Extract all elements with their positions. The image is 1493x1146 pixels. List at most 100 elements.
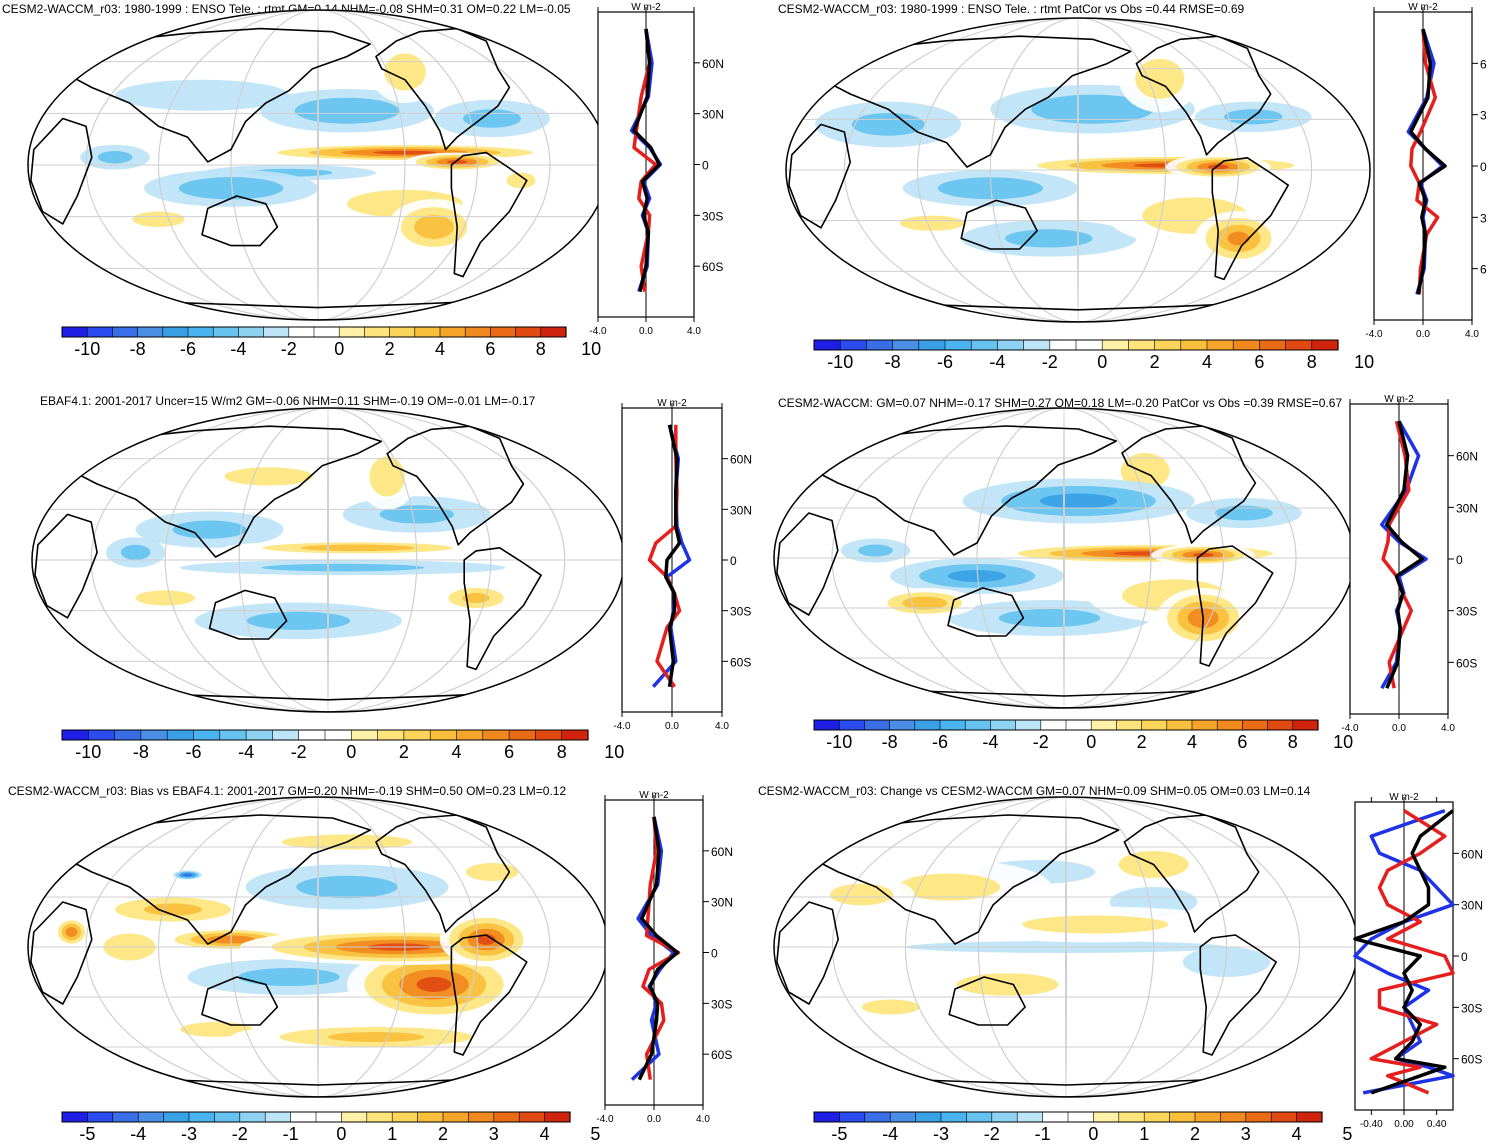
colorbar-swatch: [493, 1111, 520, 1123]
zonal-mean-plot: 60N 30N 0 30S 60S -4.0 0.0 4.0 W m-2: [613, 398, 752, 732]
zonal-lat-label: 0: [711, 947, 718, 961]
anomaly-region: [861, 999, 920, 1015]
longitude-gridline: [158, 797, 478, 1097]
colorbar-swatch: [313, 326, 340, 338]
colorbar: -10 -8 -6 -4 -2 0 2 4 6 8 10: [813, 339, 1374, 372]
zonal-value-label: 0.0: [665, 721, 679, 732]
colorbar-label: -6: [932, 732, 948, 752]
colorbar-swatch: [1259, 339, 1287, 351]
colorbar-swatch: [468, 1111, 495, 1123]
colorbar-label: 0: [346, 742, 356, 762]
coastline: [1281, 29, 1330, 65]
zonal-lat-label: 6: [1480, 263, 1487, 277]
colorbar-swatch: [991, 1111, 1018, 1123]
map-panel-4: [773, 407, 1355, 709]
colorbar-swatch: [137, 1111, 165, 1123]
colorbar-label: -1: [1035, 1124, 1051, 1144]
zonal-mean-plot: 60N 30N 0 30S 60S -0.40 0.00 0.40 W m-2: [1353, 792, 1483, 1130]
longitude-gridline: [230, 10, 406, 320]
zonal-value-label: 0.0: [647, 1114, 661, 1125]
colorbar-label: 0: [1086, 732, 1096, 752]
colorbar-swatch: [561, 729, 589, 741]
colorbar-label: 8: [557, 742, 567, 762]
anomaly-region: [224, 467, 314, 486]
colorbar-label: -2: [281, 339, 297, 359]
colorbar-label: 10: [1333, 732, 1353, 752]
colorbar-swatch: [193, 729, 221, 741]
colorbar-swatch: [1169, 1111, 1196, 1123]
colorbar-swatch: [1220, 1111, 1247, 1123]
coastline: [30, 901, 93, 1005]
coastline: [776, 901, 840, 1005]
zonal-value-label: -4.0: [1365, 329, 1383, 340]
zonal-lat-label: 30N: [711, 896, 733, 910]
zonal-lat-label: 30S: [1461, 1001, 1482, 1015]
colorbar-swatch: [338, 326, 366, 338]
colorbar-label: -5: [831, 1124, 847, 1144]
colorbar: -5 -4 -3 -2 -1 0 1 2 3 4 5: [813, 1111, 1352, 1144]
colorbar-label: -2: [1033, 732, 1049, 752]
longitude-gridline: [1077, 18, 1079, 322]
colorbar-frame: [813, 719, 1319, 731]
colorbar-label: -6: [937, 352, 953, 372]
anomaly-region: [1135, 58, 1185, 99]
longitude-gridline: [90, 408, 566, 712]
map-panel-6: [773, 796, 1359, 1098]
coastline: [1121, 425, 1257, 544]
colorbar-swatch: [238, 326, 265, 338]
colorbar-label: 0: [1088, 1124, 1098, 1144]
colorbar-swatch: [364, 326, 391, 338]
anomaly-region: [446, 160, 468, 164]
colorbar-swatch: [970, 339, 999, 351]
coastline: [463, 546, 542, 671]
colorbar-label: -10: [74, 339, 100, 359]
colorbar-label: -6: [180, 339, 196, 359]
anomaly-region: [1109, 969, 1256, 1015]
map-field: [28, 10, 608, 320]
panel-title: CESM2-WACCM_r03: 1980-1999 : ENSO Tele. …: [2, 2, 571, 16]
colorbar-swatch: [439, 326, 466, 338]
colorbar: -5 -4 -3 -2 -1 0 1 2 3 4 5: [61, 1111, 600, 1144]
zonal-units-label: W m-2: [1389, 792, 1419, 803]
anomaly-region: [414, 215, 454, 239]
colorbar-swatch: [61, 729, 89, 741]
colorbar-swatch: [839, 1111, 866, 1123]
colorbar-label: -2: [984, 1124, 1000, 1144]
anomaly-region: [1192, 552, 1214, 558]
anomaly-region: [1214, 505, 1273, 521]
colorbar-swatch: [915, 1111, 942, 1123]
zonal-lat-label: 30S: [702, 209, 723, 223]
colorbar-label: -8: [885, 352, 901, 372]
anomaly-region: [135, 590, 195, 606]
colorbar-swatch: [61, 326, 88, 338]
colorbar-swatch: [377, 729, 405, 741]
colorbar-swatch: [490, 326, 517, 338]
anomaly-region: [261, 563, 425, 572]
colorbar-swatch: [1166, 719, 1193, 731]
zonal-lat-label: 60N: [711, 845, 733, 859]
colorbar-swatch: [1191, 719, 1218, 731]
zonal-lat-label: 60S: [1461, 1053, 1482, 1067]
anomaly-region: [1005, 229, 1093, 248]
colorbar-swatch: [1141, 719, 1168, 731]
zonal-lat-label: 3: [1480, 211, 1487, 225]
coastline: [201, 976, 279, 1026]
colorbar: -10 -8 -6 -4 -2 0 2 4 6 8 10: [61, 326, 601, 359]
map-field: [774, 797, 1358, 1097]
zonal-lat-label: 30S: [730, 605, 751, 619]
coastline: [1123, 814, 1260, 933]
colorbar-label: 0: [1097, 352, 1107, 372]
colorbar-swatch: [403, 729, 431, 741]
colorbar-label: -3: [181, 1124, 197, 1144]
colorbar-swatch: [1093, 1111, 1120, 1123]
anomaly-region: [1039, 493, 1118, 509]
anomaly-region: [1182, 947, 1271, 977]
colorbar-label: 10: [604, 742, 624, 762]
panel-title: CESM2-WACCM: GM=0.07 NHM=-0.17 SHM=0.27 …: [778, 396, 1343, 410]
zonal-value-label: 0.0: [1416, 329, 1430, 340]
colorbar-swatch: [1067, 1111, 1095, 1123]
anomaly-region: [465, 863, 519, 881]
anomaly-region: [462, 592, 490, 604]
coastline: [520, 808, 569, 843]
